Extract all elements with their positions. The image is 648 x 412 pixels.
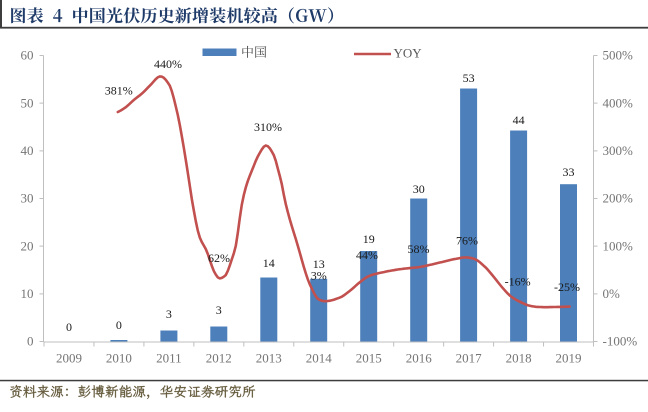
svg-text:58%: 58% [408,242,430,256]
svg-text:19: 19 [363,232,375,246]
svg-text:2016: 2016 [406,351,433,366]
svg-text:500%: 500% [603,48,634,63]
svg-text:30: 30 [21,191,34,206]
svg-text:2014: 2014 [306,351,333,366]
svg-text:44%: 44% [356,248,378,262]
svg-text:YOY: YOY [394,45,423,60]
svg-text:-25%: -25% [554,280,580,294]
svg-text:300%: 300% [603,143,634,158]
svg-text:50: 50 [21,95,34,110]
svg-text:440%: 440% [154,57,182,71]
svg-text:14: 14 [263,256,275,270]
svg-text:2017: 2017 [456,351,483,366]
svg-text:100%: 100% [603,238,634,253]
svg-text:0%: 0% [603,286,621,301]
svg-text:62%: 62% [208,251,230,265]
svg-text:40: 40 [21,143,34,158]
svg-text:60: 60 [21,48,34,63]
svg-text:3%: 3% [311,269,327,283]
svg-text:381%: 381% [105,84,133,98]
svg-text:310%: 310% [254,120,282,134]
svg-text:53: 53 [463,71,475,85]
svg-text:0: 0 [27,334,34,349]
svg-text:30: 30 [413,182,425,196]
svg-text:2013: 2013 [256,351,282,366]
svg-text:-100%: -100% [603,334,638,349]
svg-text:3: 3 [216,303,222,317]
svg-text:200%: 200% [603,191,634,206]
svg-text:2012: 2012 [206,351,232,366]
svg-text:400%: 400% [603,95,634,110]
svg-text:-16%: -16% [505,275,531,289]
svg-text:2015: 2015 [356,351,382,366]
svg-text:2011: 2011 [156,351,182,366]
svg-text:20: 20 [21,238,34,253]
svg-text:2019: 2019 [556,351,582,366]
svg-text:76%: 76% [456,234,478,248]
svg-text:2010: 2010 [106,351,132,366]
svg-text:0: 0 [116,318,122,332]
svg-text:44: 44 [513,113,525,127]
svg-text:33: 33 [563,165,575,179]
svg-text:13: 13 [313,257,325,271]
svg-text:3: 3 [166,307,172,321]
svg-text:10: 10 [21,286,34,301]
svg-text:2018: 2018 [506,351,532,366]
svg-text:2009: 2009 [56,351,82,366]
svg-text:0: 0 [66,320,72,334]
